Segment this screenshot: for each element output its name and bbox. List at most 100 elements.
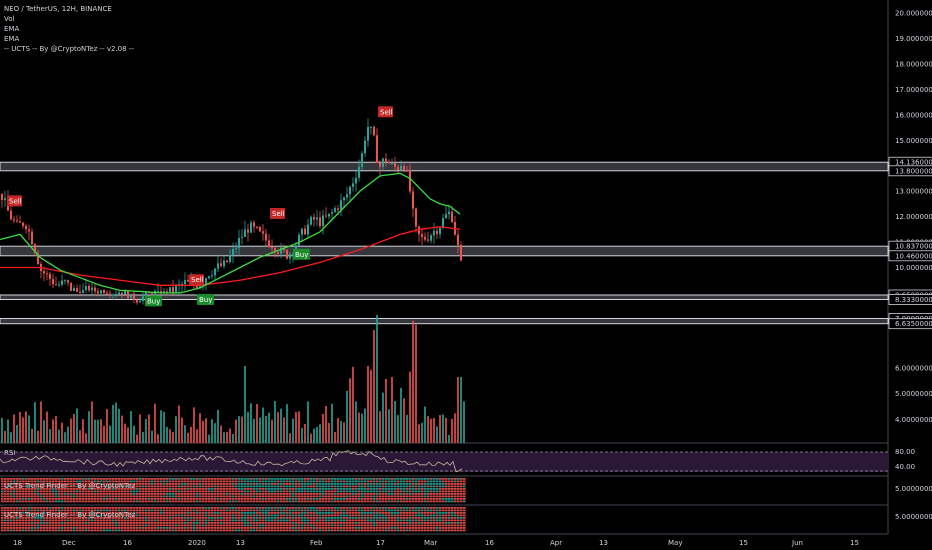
- symbol-title[interactable]: NEO / TetherUS, 12H, BINANCE: [4, 5, 112, 13]
- ucts-cell: [253, 493, 256, 495]
- ucts-cell: [328, 507, 331, 509]
- ucts-cell: [223, 527, 226, 529]
- ucts-cell: [130, 480, 133, 483]
- price-tick-label: 15.00000000: [895, 137, 932, 145]
- ucts-cell: [193, 495, 196, 498]
- ucts-cell: [85, 519, 88, 522]
- ucts-cell: [457, 488, 460, 490]
- rsi-pane-title[interactable]: RSI: [4, 449, 16, 457]
- ucts-cell: [97, 480, 100, 483]
- ucts-cell: [364, 509, 367, 512]
- ucts-cell: [52, 514, 55, 517]
- ucts-cell: [196, 485, 199, 488]
- ucts-cell: [205, 522, 208, 524]
- ucts-cell: [13, 485, 16, 488]
- ucts-cell: [451, 522, 454, 524]
- ucts-cell: [106, 493, 109, 495]
- ucts-cell: [334, 524, 337, 527]
- volume-bar: [151, 430, 153, 443]
- ucts-cell: [220, 500, 223, 503]
- ucts-cell: [52, 493, 55, 495]
- ucts-cell: [259, 507, 262, 509]
- legend-ema-slow[interactable]: EMA: [4, 35, 20, 43]
- ucts-cell: [268, 485, 271, 488]
- ucts-cell: [82, 488, 85, 490]
- ucts-cell: [400, 478, 403, 480]
- ucts-cell: [379, 512, 382, 514]
- ucts-cell: [334, 527, 337, 529]
- ucts-cell: [49, 522, 52, 524]
- ucts-cell: [43, 507, 46, 509]
- ucts-cell: [424, 517, 427, 519]
- ucts-cell: [319, 483, 322, 485]
- ucts-cell: [418, 524, 421, 527]
- ucts-cell: [430, 507, 433, 509]
- ucts-cell: [397, 522, 400, 524]
- ucts-cell: [259, 483, 262, 485]
- ucts-cell: [4, 529, 7, 532]
- ucts-cell: [226, 522, 229, 524]
- ucts-cell: [268, 514, 271, 517]
- ucts-cell: [247, 517, 250, 519]
- ucts-cell: [334, 512, 337, 514]
- ucts-cell: [43, 498, 46, 500]
- ucts-cell: [178, 512, 181, 514]
- ucts-cell: [34, 519, 37, 522]
- legend-ucts[interactable]: -- UCTS -- By @CryptoNTez -- v2.08 --: [4, 45, 134, 53]
- ucts-cell: [79, 493, 82, 495]
- ucts-cell: [286, 517, 289, 519]
- legend-ema-fast[interactable]: EMA: [4, 25, 20, 33]
- legend-vol[interactable]: Vol: [4, 15, 15, 23]
- ucts-cell: [184, 483, 187, 485]
- ucts-cell: [13, 517, 16, 519]
- ucts-cell: [442, 480, 445, 483]
- ucts-cell: [196, 527, 199, 529]
- ucts-cell: [256, 509, 259, 512]
- signal-text: Sell: [272, 210, 285, 218]
- ucts-cell: [286, 498, 289, 500]
- ucts-cell: [412, 483, 415, 485]
- ucts-cell: [316, 529, 319, 532]
- ucts1-pane-title[interactable]: UCTS Trend Finder -- By @CryptoNTez: [4, 482, 136, 490]
- volume-bar: [10, 432, 12, 443]
- ucts-cell: [115, 480, 118, 483]
- ucts-cell: [412, 519, 415, 522]
- ucts-cell: [295, 509, 298, 512]
- ucts-cell: [28, 519, 31, 522]
- ucts-cell: [157, 483, 160, 485]
- ucts-cell: [319, 480, 322, 483]
- ucts-cell: [124, 524, 127, 527]
- ucts-cell: [229, 488, 232, 490]
- ucts-cell: [61, 483, 64, 485]
- volume-bar: [154, 403, 156, 443]
- ucts-cell: [235, 522, 238, 524]
- ucts-cell: [151, 522, 154, 524]
- candle: [106, 292, 108, 294]
- rsi-tick-label: 80.00: [895, 448, 915, 456]
- ucts-cell: [259, 500, 262, 503]
- ucts-cell: [307, 495, 310, 498]
- ucts-cell: [88, 529, 91, 532]
- ucts-cell: [175, 498, 178, 500]
- ucts-cell: [394, 509, 397, 512]
- ucts2-pane-title[interactable]: UCTS Trend Finder -- By @CryptoNTez: [4, 511, 136, 519]
- ucts-cell: [19, 512, 22, 514]
- ucts-cell: [25, 480, 28, 483]
- ucts-cell: [46, 480, 49, 483]
- price-tick-label: 16.00000000: [895, 111, 932, 119]
- ucts-cell: [217, 498, 220, 500]
- ucts-cell: [154, 483, 157, 485]
- ucts-cell: [328, 519, 331, 522]
- ucts-cell: [79, 529, 82, 532]
- ucts-cell: [34, 485, 37, 488]
- ucts-cell: [85, 495, 88, 498]
- ucts-cell: [352, 493, 355, 495]
- ucts-cell: [343, 517, 346, 519]
- ucts-cell: [292, 498, 295, 500]
- ucts-cell: [298, 490, 301, 493]
- ucts-cell: [433, 478, 436, 480]
- volume-bar: [148, 414, 150, 443]
- time-tick-label: Dec: [62, 539, 76, 547]
